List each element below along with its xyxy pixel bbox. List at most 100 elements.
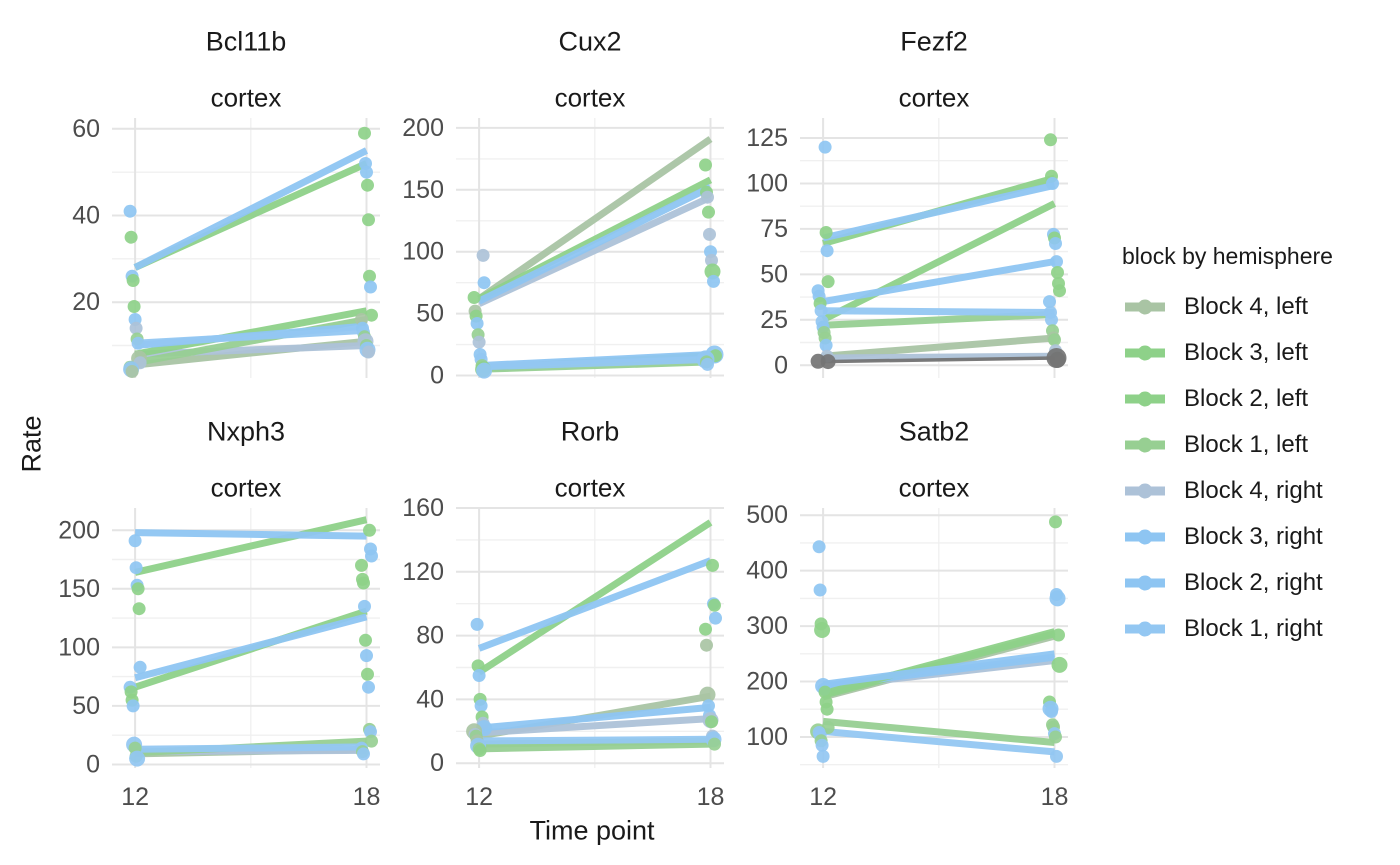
series-line-b3l bbox=[822, 628, 1056, 698]
data-point bbox=[362, 213, 375, 227]
panel-subtitle: cortex bbox=[898, 82, 970, 113]
plot-area-bcl11b: 20 40 60 bbox=[72, 115, 380, 378]
series-line-b3r bbox=[135, 529, 367, 540]
legend-item-b4r: Block 4, right bbox=[1122, 468, 1333, 514]
panel-title: Bcl11b bbox=[205, 26, 287, 57]
data-point bbox=[471, 659, 485, 673]
data-point bbox=[1051, 656, 1068, 673]
series-line-b1r bbox=[822, 727, 1055, 756]
y-tick-label: 40 bbox=[72, 202, 100, 230]
data-point bbox=[701, 357, 714, 371]
y-tick-label: 25 bbox=[760, 306, 788, 334]
y-tick-label: 0 bbox=[86, 751, 100, 779]
data-point bbox=[129, 561, 143, 575]
data-point bbox=[704, 263, 721, 280]
panel-title: Nxph3 bbox=[206, 416, 286, 447]
data-point bbox=[477, 276, 491, 290]
data-point bbox=[1053, 284, 1066, 298]
data-point bbox=[1048, 333, 1061, 347]
data-point bbox=[818, 685, 832, 699]
data-point bbox=[472, 335, 486, 349]
data-point bbox=[700, 638, 713, 652]
data-point bbox=[358, 599, 371, 613]
legend-item-b3r: Block 3, right bbox=[1122, 514, 1333, 560]
data-point bbox=[812, 540, 826, 554]
y-tick-label: 0 bbox=[774, 351, 788, 379]
data-point bbox=[1046, 177, 1059, 190]
data-point bbox=[127, 300, 141, 313]
y-tick-label: 50 bbox=[72, 692, 100, 720]
data-point bbox=[708, 598, 721, 612]
data-point bbox=[1049, 237, 1062, 250]
data-point bbox=[361, 667, 374, 681]
legend-item-label: Block 4, right bbox=[1184, 477, 1323, 504]
panel-subtitle: cortex bbox=[898, 472, 970, 503]
y-tick-label: 200 bbox=[402, 114, 444, 142]
data-point bbox=[476, 362, 493, 379]
data-point bbox=[814, 304, 828, 318]
plot-area-nxph3: 0 50 100 150 200 12 18 bbox=[58, 508, 380, 811]
data-point bbox=[358, 126, 371, 140]
y-tick-label: 75 bbox=[760, 215, 788, 243]
data-point bbox=[1049, 351, 1066, 368]
data-point bbox=[360, 165, 373, 179]
series-line-b3r bbox=[822, 181, 1056, 242]
data-point bbox=[1045, 313, 1058, 327]
series-line-b1r bbox=[134, 326, 367, 347]
data-point bbox=[819, 338, 833, 352]
data-point bbox=[709, 611, 722, 625]
plot-area-rorb: 0 40 80 120 160 12 18 bbox=[402, 494, 725, 811]
data-point bbox=[363, 269, 376, 283]
y-tick-label: 500 bbox=[746, 501, 788, 529]
data-point bbox=[810, 353, 826, 369]
data-point bbox=[126, 274, 140, 287]
data-point bbox=[470, 317, 484, 330]
legend-key-line-dot-icon bbox=[1125, 483, 1165, 499]
legend-key-line-dot-icon bbox=[1125, 529, 1165, 545]
data-point bbox=[365, 308, 378, 322]
x-tick-label: 12 bbox=[465, 783, 493, 811]
data-point bbox=[362, 345, 375, 359]
data-point bbox=[708, 737, 721, 751]
x-tick-label: 12 bbox=[809, 783, 837, 811]
series-line-b1r bbox=[823, 307, 1055, 316]
y-tick-label: 100 bbox=[402, 238, 444, 266]
data-point bbox=[702, 699, 715, 713]
legend-key-line-dot-icon bbox=[1125, 575, 1165, 591]
data-point bbox=[357, 576, 370, 590]
data-point bbox=[364, 725, 377, 739]
legend-key-line-dot-icon bbox=[1125, 391, 1165, 407]
x-tick-label: 18 bbox=[697, 783, 725, 811]
data-point bbox=[128, 534, 142, 548]
series-line-b4r bbox=[478, 715, 711, 737]
data-point bbox=[361, 178, 374, 192]
data-point bbox=[355, 558, 368, 572]
series-line-b1l bbox=[822, 310, 1055, 329]
data-point bbox=[363, 523, 376, 537]
data-point bbox=[131, 582, 145, 596]
legend-key-line-dot-icon bbox=[1125, 437, 1165, 453]
series-line-b1r bbox=[479, 735, 711, 745]
data-point bbox=[1043, 295, 1056, 309]
y-tick-label: 100 bbox=[746, 723, 788, 751]
data-point bbox=[470, 617, 484, 631]
legend-item-b2l: Block 2, left bbox=[1122, 376, 1333, 422]
series-line-b1r bbox=[135, 743, 367, 753]
data-point bbox=[360, 649, 373, 663]
panel-subtitle: cortex bbox=[210, 82, 282, 113]
data-point bbox=[816, 749, 830, 763]
x-tick-label: 12 bbox=[121, 783, 149, 811]
y-tick-label: 80 bbox=[416, 622, 444, 650]
data-point bbox=[699, 686, 716, 703]
data-point bbox=[132, 602, 146, 616]
data-point bbox=[819, 226, 833, 239]
legend-item-b3l: Block 3, left bbox=[1122, 330, 1333, 376]
data-point bbox=[357, 747, 370, 761]
series-line-b3l bbox=[134, 516, 368, 576]
series-line-b2r bbox=[134, 613, 368, 682]
y-tick-label: 160 bbox=[402, 494, 444, 522]
data-point bbox=[1049, 730, 1062, 744]
series-line-b1l bbox=[479, 740, 711, 753]
legend-item-b4l: Block 4, left bbox=[1122, 284, 1333, 330]
data-point bbox=[365, 734, 378, 748]
